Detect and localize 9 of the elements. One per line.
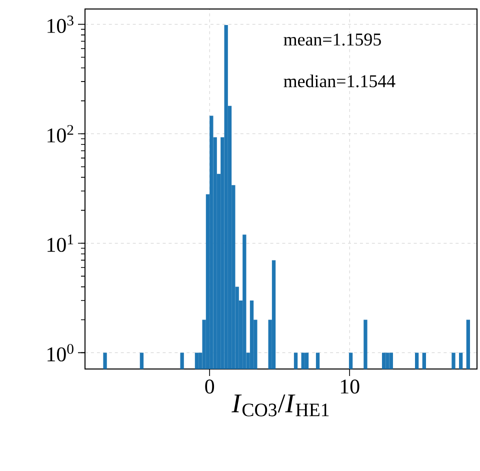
x-axis-title: I$_{CO3}$/I$_{HE1}$ [232,394,329,416]
y-tick-label: 10$^{3}$ [48,16,74,34]
annotation: mean=1.1595 [284,34,381,46]
annotation: median=1.1544 [284,74,396,88]
y-tick-label: 10$^{1}$ [48,234,74,252]
x-tick-label: 0 [205,380,214,394]
y-tick-label: 10$^{2}$ [48,125,74,142]
y-tick-label: 10$^{0}$ [48,344,74,362]
x-tick-label: 10 [340,380,360,394]
